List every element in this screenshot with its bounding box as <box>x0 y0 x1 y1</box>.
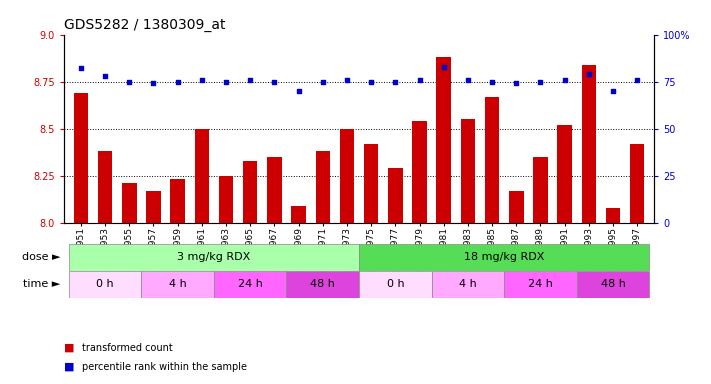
Point <box>172 79 183 85</box>
Bar <box>214 271 287 298</box>
Point <box>583 71 594 77</box>
Bar <box>630 144 644 223</box>
Bar <box>219 176 233 223</box>
Text: time ►: time ► <box>23 279 60 289</box>
Bar <box>69 244 359 271</box>
Text: 24 h: 24 h <box>528 279 553 289</box>
Text: 0 h: 0 h <box>96 279 114 289</box>
Point <box>148 80 159 86</box>
Bar <box>98 151 112 223</box>
Text: 3 mg/kg RDX: 3 mg/kg RDX <box>177 252 250 262</box>
Bar <box>267 157 282 223</box>
Point <box>462 77 474 83</box>
Text: GDS5282 / 1380309_at: GDS5282 / 1380309_at <box>64 18 225 32</box>
Text: 24 h: 24 h <box>237 279 262 289</box>
Bar <box>388 168 402 223</box>
Text: 4 h: 4 h <box>459 279 477 289</box>
Bar <box>359 244 649 271</box>
Text: 48 h: 48 h <box>310 279 335 289</box>
Point <box>438 63 449 70</box>
Point <box>486 79 498 85</box>
Bar <box>557 125 572 223</box>
Bar <box>292 206 306 223</box>
Point <box>220 79 232 85</box>
Text: 4 h: 4 h <box>169 279 186 289</box>
Bar <box>195 129 209 223</box>
Point <box>390 79 401 85</box>
Bar <box>437 57 451 223</box>
Bar <box>461 119 475 223</box>
Bar <box>122 183 137 223</box>
Point <box>510 80 522 86</box>
Text: percentile rank within the sample: percentile rank within the sample <box>82 362 247 372</box>
Bar <box>316 151 330 223</box>
Text: 48 h: 48 h <box>601 279 626 289</box>
Point <box>75 65 87 71</box>
Bar <box>533 157 547 223</box>
Bar <box>69 271 141 298</box>
Bar <box>287 271 359 298</box>
Text: transformed count: transformed count <box>82 343 173 353</box>
Point <box>100 73 111 79</box>
Bar <box>485 97 499 223</box>
Text: ■: ■ <box>64 362 75 372</box>
Bar <box>146 191 161 223</box>
Point <box>124 79 135 85</box>
Point <box>535 79 546 85</box>
Bar <box>509 191 523 223</box>
Point <box>293 88 304 94</box>
Point <box>414 77 425 83</box>
Bar <box>171 179 185 223</box>
Point <box>196 77 208 83</box>
Point <box>631 77 643 83</box>
Bar <box>412 121 427 223</box>
Bar <box>606 208 620 223</box>
Bar <box>432 271 504 298</box>
Bar <box>582 65 596 223</box>
Point <box>607 88 619 94</box>
Bar <box>74 93 88 223</box>
Point <box>269 79 280 85</box>
Point <box>559 77 570 83</box>
Bar <box>243 161 257 223</box>
Bar <box>340 129 354 223</box>
Point <box>365 79 377 85</box>
Bar <box>141 271 214 298</box>
Bar <box>364 144 378 223</box>
Bar <box>504 271 577 298</box>
Point <box>317 79 328 85</box>
Bar <box>359 271 432 298</box>
Bar <box>577 271 649 298</box>
Point <box>245 77 256 83</box>
Text: ■: ■ <box>64 343 75 353</box>
Text: dose ►: dose ► <box>22 252 60 262</box>
Text: 18 mg/kg RDX: 18 mg/kg RDX <box>464 252 545 262</box>
Text: 0 h: 0 h <box>387 279 404 289</box>
Point <box>341 77 353 83</box>
